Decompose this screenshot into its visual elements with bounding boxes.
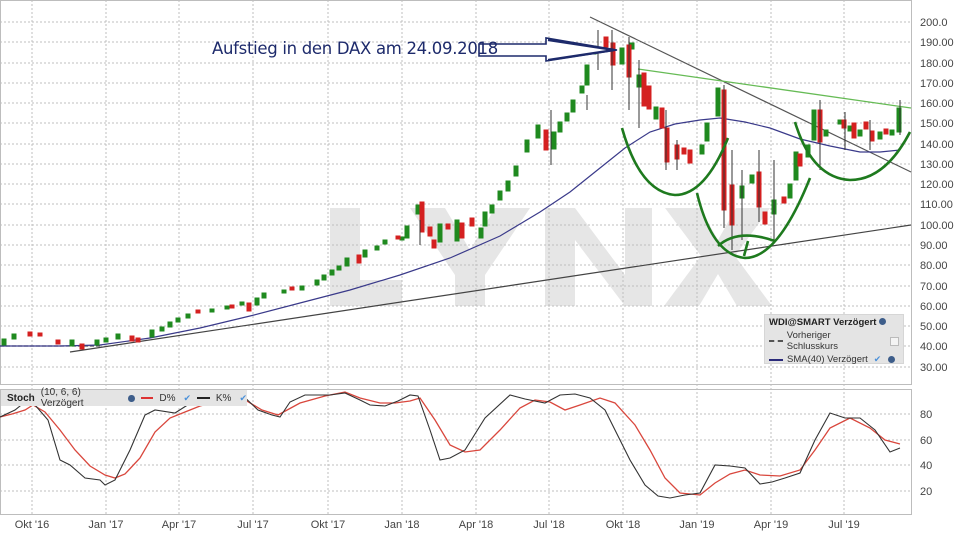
svg-text:20: 20 [920, 486, 932, 498]
pattern-arcs [620, 121, 912, 260]
stoch-k-line [0, 392, 901, 499]
svg-text:Jul '17: Jul '17 [237, 519, 268, 531]
svg-text:70.00: 70.00 [920, 281, 948, 293]
globe-icon[interactable] [879, 318, 887, 325]
svg-text:190.00: 190.00 [920, 37, 954, 49]
stoch-params: (10, 6, 6) Verzögert [40, 387, 84, 409]
legend-label: Vorheriger Schlusskurs [786, 330, 839, 352]
svg-text:90.00: 90.00 [920, 240, 948, 252]
svg-text:100.00: 100.00 [920, 220, 954, 232]
svg-text:120.00: 120.00 [920, 179, 954, 191]
price-legend: WDI@SMART Verzögert Vorheriger Schlussku… [764, 314, 904, 365]
stoch-k-label: K% [215, 392, 232, 404]
svg-text:Apr '17: Apr '17 [162, 519, 197, 531]
downtrend-line [589, 16, 912, 173]
candlesticks [1, 30, 902, 350]
svg-text:80: 80 [920, 409, 932, 421]
globe-icon[interactable] [888, 356, 896, 363]
svg-text:30.00: 30.00 [920, 362, 948, 374]
svg-text:Okt '18: Okt '18 [606, 519, 641, 531]
svg-text:Okt '16: Okt '16 [15, 519, 50, 531]
svg-text:Jul '19: Jul '19 [828, 519, 859, 531]
legend-item-previous-close: Vorheriger Schlusskurs [769, 330, 899, 352]
svg-text:200.0: 200.0 [920, 17, 948, 29]
svg-text:80.00: 80.00 [920, 260, 948, 272]
svg-text:Jan '17: Jan '17 [88, 519, 123, 531]
svg-text:40.00: 40.00 [920, 341, 948, 353]
time-axis-labels: Okt '16 Jan '17 Apr '17 Jul '17 Okt '17 Jan… [15, 519, 860, 531]
sma40-line [0, 117, 901, 347]
stoch-title: Stoch [7, 392, 35, 404]
svg-text:40: 40 [920, 460, 932, 472]
svg-text:160.00: 160.00 [920, 98, 954, 110]
time-gridlines [31, 0, 845, 515]
svg-text:60.00: 60.00 [920, 301, 948, 313]
stoch-pane [0, 389, 912, 515]
checkbox-icon[interactable] [890, 336, 899, 346]
stoch-legend: Stoch (10, 6, 6) Verzögert D% ✔ K% ✔ [1, 387, 247, 409]
lynx-watermark [330, 208, 772, 306]
checkmark-icon[interactable]: ✔ [183, 392, 192, 403]
svg-text:170.00: 170.00 [920, 78, 954, 90]
svg-text:110.00: 110.00 [920, 199, 953, 211]
globe-icon[interactable] [128, 394, 135, 402]
checkmark-icon[interactable]: ✔ [873, 354, 882, 364]
svg-text:Jul '18: Jul '18 [533, 519, 564, 531]
legend-title: WDI@SMART Verzögert [769, 317, 877, 328]
dashed-swatch-icon [769, 340, 783, 342]
svg-text:130.00: 130.00 [920, 159, 954, 171]
legend-item-sma40: SMA(40) Verzögert ✔ [769, 354, 899, 365]
svg-text:Jan '18: Jan '18 [384, 519, 419, 531]
legend-label: SMA(40) Verzögert [787, 354, 868, 365]
svg-text:Okt '17: Okt '17 [311, 519, 346, 531]
checkmark-icon[interactable]: ✔ [239, 392, 247, 403]
stoch-d-label: D% [159, 392, 176, 404]
svg-text:150.00: 150.00 [920, 118, 954, 130]
dax-annotation-text: Aufstieg in den DAX am 24.09.2018 [212, 39, 498, 58]
stoch-d-line [0, 391, 901, 496]
svg-text:180.00: 180.00 [920, 58, 954, 70]
annotation-arrow [478, 37, 618, 62]
resistance-line [637, 68, 912, 109]
svg-text:50.00: 50.00 [920, 321, 948, 333]
svg-text:Apr '18: Apr '18 [459, 519, 494, 531]
solid-swatch-icon [769, 358, 783, 361]
svg-text:Apr '19: Apr '19 [754, 519, 789, 531]
price-axis-labels: 200.0 190.00 180.00 170.00 160.00 150.00 14… [920, 17, 954, 374]
svg-text:60: 60 [920, 435, 932, 447]
black-line-swatch-icon [197, 397, 210, 399]
svg-text:Jan '19: Jan '19 [679, 519, 714, 531]
stoch-axis-labels: 80 60 40 20 [920, 409, 932, 498]
svg-text:140.00: 140.00 [920, 139, 954, 151]
red-line-swatch-icon [140, 397, 154, 399]
